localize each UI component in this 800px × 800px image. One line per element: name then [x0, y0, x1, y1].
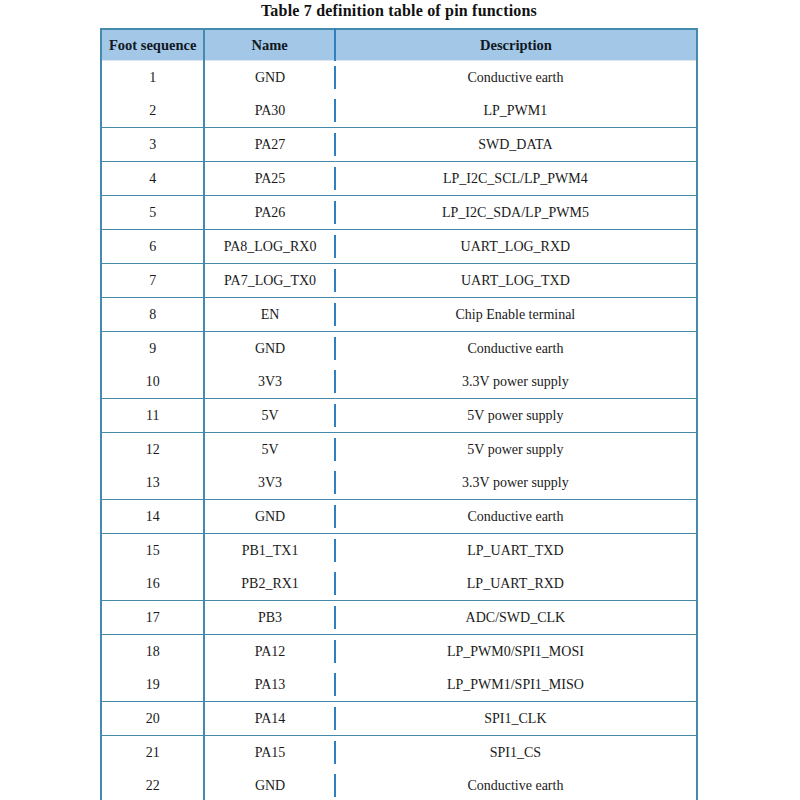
- cell-description: LP_I2C_SDA/LP_PWM5: [335, 196, 697, 230]
- cell-foot-sequence: 4: [101, 162, 204, 196]
- table-row: 14GNDConductive earth: [101, 500, 697, 534]
- cell-foot-sequence: 10: [101, 365, 204, 399]
- cell-description: 3.3V power supply: [335, 365, 697, 399]
- cell-name: GND: [204, 332, 334, 366]
- cell-name: 5V: [204, 433, 334, 467]
- cell-foot-sequence: 14: [101, 500, 204, 534]
- table-row: 4PA25LP_I2C_SCL/LP_PWM4: [101, 162, 697, 196]
- column-header-description: Description: [335, 29, 697, 61]
- cell-foot-sequence: 19: [101, 668, 204, 702]
- table-row: 18PA12LP_PWM0/SPI1_MOSI: [101, 635, 697, 669]
- table-row: 20PA14SPI1_CLK: [101, 702, 697, 736]
- cell-foot-sequence: 5: [101, 196, 204, 230]
- cell-name: PA7_LOG_TX0: [204, 264, 334, 298]
- cell-foot-sequence: 13: [101, 466, 204, 500]
- cell-foot-sequence: 11: [101, 399, 204, 433]
- cell-name: EN: [204, 298, 334, 332]
- cell-name: PA26: [204, 196, 334, 230]
- cell-name: PB1_TX1: [204, 534, 334, 568]
- cell-name: PA25: [204, 162, 334, 196]
- cell-name: PB2_RX1: [204, 567, 334, 601]
- cell-description: ADC/SWD_CLK: [335, 601, 697, 635]
- column-header-foot-sequence: Foot sequence: [101, 29, 204, 61]
- table-row: 3PA27SWD_DATA: [101, 128, 697, 162]
- cell-name: 5V: [204, 399, 334, 433]
- cell-foot-sequence: 2: [101, 94, 204, 128]
- pin-function-table: Foot sequence Name Description 1GNDCondu…: [100, 28, 698, 800]
- cell-foot-sequence: 20: [101, 702, 204, 736]
- cell-name: PA13: [204, 668, 334, 702]
- table-row: 17PB3ADC/SWD_CLK: [101, 601, 697, 635]
- table-row: 15PB1_TX1LP_UART_TXD: [101, 534, 697, 568]
- cell-foot-sequence: 21: [101, 736, 204, 770]
- table-row: 8ENChip Enable terminal: [101, 298, 697, 332]
- cell-name: PA30: [204, 94, 334, 128]
- cell-description: 5V power supply: [335, 399, 697, 433]
- table-header: Foot sequence Name Description: [101, 29, 697, 61]
- cell-foot-sequence: 17: [101, 601, 204, 635]
- cell-name: 3V3: [204, 466, 334, 500]
- cell-description: LP_PWM0/SPI1_MOSI: [335, 635, 697, 669]
- cell-description: LP_PWM1/SPI1_MISO: [335, 668, 697, 702]
- cell-description: Conductive earth: [335, 61, 697, 95]
- cell-name: GND: [204, 500, 334, 534]
- cell-name: PA27: [204, 128, 334, 162]
- cell-foot-sequence: 16: [101, 567, 204, 601]
- cell-name: PB3: [204, 601, 334, 635]
- cell-name: PA14: [204, 702, 334, 736]
- table-title: Table 7 definition table of pin function…: [100, 2, 698, 20]
- table-row: 2PA30LP_PWM1: [101, 94, 697, 128]
- table-row: 21PA15SPI1_CS: [101, 736, 697, 770]
- table-row: 133V33.3V power supply: [101, 466, 697, 500]
- table-row: 16PB2_RX1LP_UART_RXD: [101, 567, 697, 601]
- cell-description: Conductive earth: [335, 769, 697, 800]
- cell-description: Conductive earth: [335, 332, 697, 366]
- table-row: 5PA26LP_I2C_SDA/LP_PWM5: [101, 196, 697, 230]
- cell-description: SPI1_CS: [335, 736, 697, 770]
- cell-description: Conductive earth: [335, 500, 697, 534]
- cell-foot-sequence: 7: [101, 264, 204, 298]
- cell-description: SPI1_CLK: [335, 702, 697, 736]
- cell-foot-sequence: 8: [101, 298, 204, 332]
- cell-name: PA12: [204, 635, 334, 669]
- cell-foot-sequence: 3: [101, 128, 204, 162]
- table-row: 1GNDConductive earth: [101, 61, 697, 95]
- cell-name: GND: [204, 769, 334, 800]
- cell-name: GND: [204, 61, 334, 95]
- table-row: 125V5V power supply: [101, 433, 697, 467]
- table-row: 7PA7_LOG_TX0UART_LOG_TXD: [101, 264, 697, 298]
- cell-name: 3V3: [204, 365, 334, 399]
- cell-foot-sequence: 15: [101, 534, 204, 568]
- cell-description: Chip Enable terminal: [335, 298, 697, 332]
- header-row: Foot sequence Name Description: [101, 29, 697, 61]
- cell-description: LP_PWM1: [335, 94, 697, 128]
- cell-description: LP_UART_RXD: [335, 567, 697, 601]
- document-page: Table 7 definition table of pin function…: [0, 0, 800, 800]
- cell-description: UART_LOG_TXD: [335, 264, 697, 298]
- cell-foot-sequence: 12: [101, 433, 204, 467]
- table-row: 115V5V power supply: [101, 399, 697, 433]
- cell-description: SWD_DATA: [335, 128, 697, 162]
- cell-foot-sequence: 18: [101, 635, 204, 669]
- table-row: 19PA13LP_PWM1/SPI1_MISO: [101, 668, 697, 702]
- cell-description: UART_LOG_RXD: [335, 230, 697, 264]
- cell-name: PA8_LOG_RX0: [204, 230, 334, 264]
- cell-description: 3.3V power supply: [335, 466, 697, 500]
- table-row: 9GNDConductive earth: [101, 332, 697, 366]
- cell-description: LP_UART_TXD: [335, 534, 697, 568]
- cell-foot-sequence: 1: [101, 61, 204, 95]
- table-body: 1GNDConductive earth2PA30LP_PWM13PA27SWD…: [101, 61, 697, 800]
- column-header-name: Name: [204, 29, 334, 61]
- cell-foot-sequence: 22: [101, 769, 204, 800]
- cell-description: 5V power supply: [335, 433, 697, 467]
- cell-foot-sequence: 6: [101, 230, 204, 264]
- cell-name: PA15: [204, 736, 334, 770]
- table-row: 22GNDConductive earth: [101, 769, 697, 800]
- cell-description: LP_I2C_SCL/LP_PWM4: [335, 162, 697, 196]
- table-row: 6PA8_LOG_RX0UART_LOG_RXD: [101, 230, 697, 264]
- cell-foot-sequence: 9: [101, 332, 204, 366]
- table-row: 103V33.3V power supply: [101, 365, 697, 399]
